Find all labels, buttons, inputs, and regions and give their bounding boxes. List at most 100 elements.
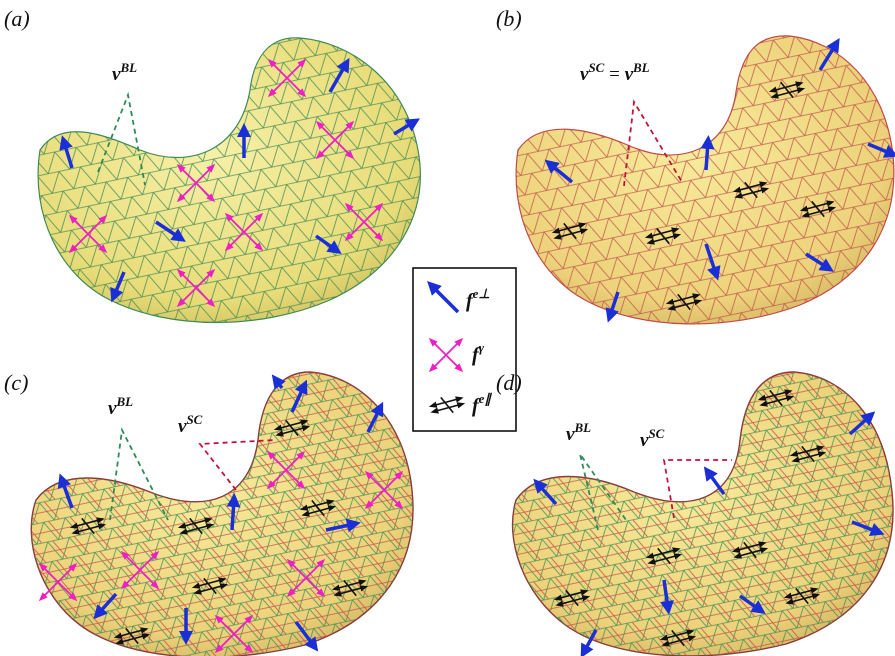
panel-d-mesh xyxy=(512,372,894,656)
blue-arrow-icon xyxy=(59,135,74,169)
panel-b-black-arrows xyxy=(551,81,837,311)
legend-f-gamma: fγ xyxy=(472,340,485,366)
black-double-arrow-icon xyxy=(551,222,589,240)
black-double-arrow-icon xyxy=(645,547,683,565)
black-double-arrow-icon xyxy=(428,396,466,414)
blue-arrow-icon xyxy=(155,220,186,242)
panel-a-label: (a) xyxy=(4,6,30,31)
blue-arrow-icon xyxy=(738,594,766,615)
panel-b-blue-arrows xyxy=(544,38,895,323)
panel-d-label: (d) xyxy=(496,370,522,395)
black-double-arrow-icon xyxy=(789,445,827,463)
black-double-arrow-icon xyxy=(783,587,821,605)
legend-f-epar: fe∥ xyxy=(472,391,492,417)
panel-b-label: (b) xyxy=(496,6,522,31)
blue-arrow-icon xyxy=(818,38,840,71)
blue-arrow-icon xyxy=(867,142,895,158)
panel-c-magenta-crosses xyxy=(38,450,404,654)
blue-arrow-icon xyxy=(848,411,876,436)
blue-arrow-icon xyxy=(427,281,460,314)
magenta-cross-arrow-icon xyxy=(68,214,108,254)
legend-box xyxy=(412,267,517,432)
blue-arrow-icon xyxy=(700,135,715,171)
blue-arrow-icon xyxy=(703,466,726,496)
panel-c-blue-arrows xyxy=(57,374,384,652)
black-double-arrow-icon xyxy=(191,577,229,595)
panel-b-mesh xyxy=(516,35,894,324)
blue-arrow-icon xyxy=(226,493,241,531)
black-double-arrow-icon xyxy=(768,81,806,99)
panel-d-vsc-dashed xyxy=(662,459,732,519)
black-double-arrow-icon xyxy=(69,517,107,535)
panel-c-vsc-label: vSC xyxy=(178,412,203,437)
panel-a-vbl-label: vBL xyxy=(112,60,137,85)
legend-f-eperp: fe⊥ xyxy=(466,286,490,312)
magenta-cross-arrow-icon xyxy=(286,558,326,598)
panel-c-label: (c) xyxy=(4,370,28,395)
legend: fe⊥ fγ fe∥ xyxy=(412,267,517,432)
blue-arrow-icon xyxy=(704,243,721,281)
magenta-cross-arrow-icon xyxy=(176,163,216,203)
blue-arrow-icon xyxy=(271,374,286,390)
panel-c-vbl-label: vBL xyxy=(108,394,133,419)
black-double-arrow-icon xyxy=(273,419,311,437)
black-double-arrow-icon xyxy=(113,627,151,645)
black-double-arrow-icon xyxy=(757,389,795,407)
black-double-arrow-icon xyxy=(799,200,837,218)
magenta-cross-arrow-icon xyxy=(364,470,404,510)
panel-d-blue-arrows xyxy=(533,411,885,656)
panel-b: (b) vSC = vBL xyxy=(496,6,895,325)
panel-d-vsc-label: vSC xyxy=(640,426,665,451)
magenta-cross-arrow-icon xyxy=(344,202,384,242)
black-double-arrow-icon xyxy=(644,227,682,245)
black-double-arrow-icon xyxy=(665,293,703,311)
blue-arrow-icon xyxy=(805,252,834,272)
panel-d-vbl-label: vBL xyxy=(566,420,591,445)
panel-c-vsc-dashed xyxy=(198,439,277,491)
panel-c-mesh xyxy=(31,372,413,656)
blue-arrow-icon xyxy=(57,473,74,509)
panel-b-vsc-dashed xyxy=(623,99,683,187)
blue-arrow-icon xyxy=(314,234,342,255)
blue-arrow-icon xyxy=(544,159,574,184)
panel-a: (a) vBL xyxy=(4,6,421,324)
blue-arrow-icon xyxy=(328,57,350,93)
blue-arrow-icon xyxy=(110,271,126,303)
panel-d-black-arrows xyxy=(553,389,827,647)
panel-d: (d) vBL vSC xyxy=(496,370,894,656)
magenta-cross-arrow-icon xyxy=(120,550,160,590)
magenta-cross-arrow-icon xyxy=(224,212,264,252)
blue-arrow-icon xyxy=(580,629,598,656)
panel-a-blue-arrows xyxy=(59,57,421,303)
black-double-arrow-icon xyxy=(331,579,369,597)
black-double-arrow-icon xyxy=(299,499,337,517)
panel-b-vsc-label: vSC = vBL xyxy=(580,60,650,85)
blue-arrow-icon xyxy=(366,401,384,433)
black-double-arrow-icon xyxy=(659,629,697,647)
magenta-cross-arrow-icon xyxy=(38,562,78,602)
magenta-cross-arrow-icon xyxy=(428,337,464,373)
panel-c: (c) vBL vSC xyxy=(4,370,414,656)
magenta-cross-arrow-icon xyxy=(267,58,307,98)
black-double-arrow-icon xyxy=(731,541,769,559)
blue-arrow-icon xyxy=(605,291,620,323)
blue-arrow-icon xyxy=(851,520,885,537)
panel-a-mesh xyxy=(38,37,421,323)
blue-arrow-icon xyxy=(533,478,558,506)
black-double-arrow-icon xyxy=(553,589,591,607)
black-double-arrow-icon xyxy=(732,181,770,199)
magenta-cross-arrow-icon xyxy=(266,450,306,490)
panel-c-black-arrows xyxy=(69,419,369,645)
magenta-cross-arrow-icon xyxy=(315,120,355,160)
panel-a-vbl-dashed xyxy=(97,91,146,186)
blue-arrow-icon xyxy=(325,518,361,533)
magenta-cross-arrow-icon xyxy=(176,268,216,308)
blue-arrow-icon xyxy=(294,620,319,652)
panel-c-vbl-dashed xyxy=(109,427,169,521)
blue-arrow-icon xyxy=(660,579,674,615)
blue-arrow-icon xyxy=(93,592,118,620)
black-double-arrow-icon xyxy=(177,517,215,535)
magenta-cross-arrow-icon xyxy=(214,614,254,654)
blue-arrow-icon xyxy=(290,379,308,413)
